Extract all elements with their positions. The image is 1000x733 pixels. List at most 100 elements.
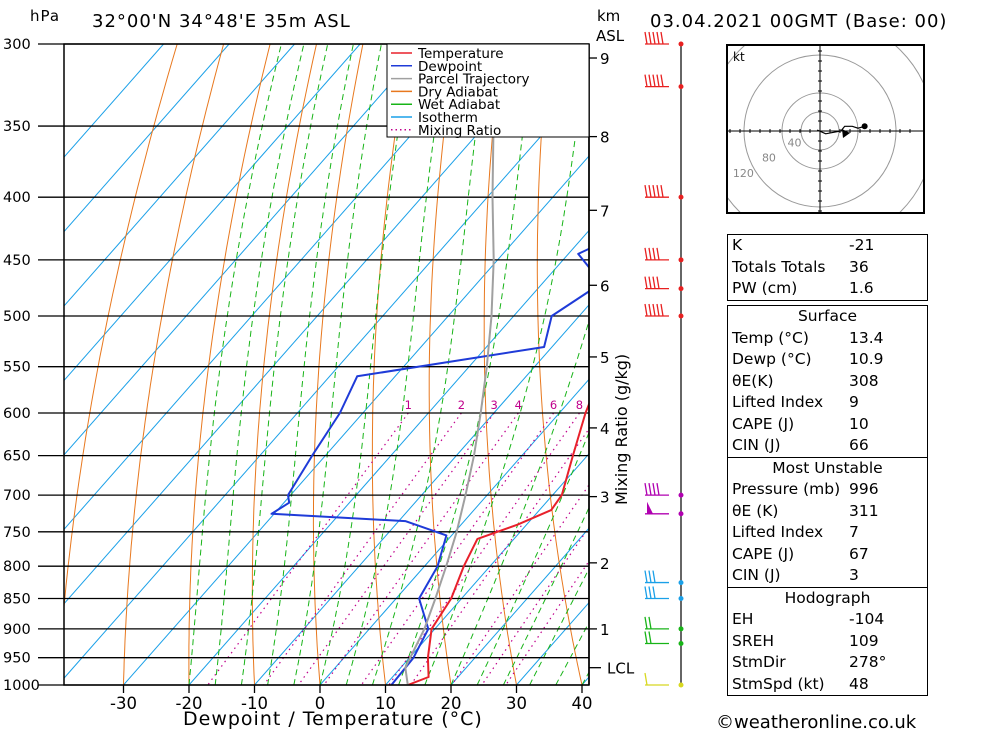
storm-motion-arrow [842,129,850,138]
x-tick-label: 20 [441,694,462,713]
wind-barb-feather [644,616,648,630]
hodograph-row: StmSpd (kt) 48 [732,674,869,693]
wind-level-dot [678,640,684,646]
wind-barb-feather [656,482,660,496]
wind-barb-feather [652,276,656,289]
km-tick-label: 3 [600,489,610,507]
index-row-totals: Totals Totals 36 [732,257,869,276]
mixing-ratio-label: 25 [682,398,697,412]
wind-barb-feather [656,31,660,45]
wind-level-dot [678,194,684,200]
legend-box [386,43,590,138]
mixing-ratio-label: 15 [631,398,646,412]
dry-adiabat-line [483,44,517,685]
temperature-line [407,401,589,685]
wind-barb-feather [648,74,652,87]
hodograph-unit: kt [733,50,745,64]
hodograph-row: EH -104 [732,610,885,628]
wind-barb-feather [644,185,648,198]
pressure-tick-label: 1000 [3,678,40,694]
hodograph-ring-label: 40 [787,136,801,149]
km-tick-label: 5 [600,349,610,367]
surface-row: CAPE (J) 10 [732,414,869,433]
isotherm-line [64,44,492,531]
parcel-trajectory-line [404,44,502,685]
surface-table: Surface Temp (°C) 13.4 Dewp (°C) 10.9 θE(K… [727,305,928,696]
wind-level-dot [678,313,684,319]
isotherm-line [123,155,589,685]
km-tick-label: 9 [600,50,610,68]
hodograph-row: SREH 109 [732,631,879,650]
mixing-ratio-label: 3 [491,398,498,412]
wet-adiabat-line [398,44,534,685]
wind-barb-feather [644,586,648,599]
hodograph-ring-label: 80 [762,152,776,165]
sounding-profiles [270,44,589,685]
surface-row: Dewp (°C) 10.9 [732,350,884,368]
wind-level-dot [678,595,684,601]
wet-adiabat-line [214,44,305,685]
hodograph-row: StmDir 278° [732,653,887,671]
wind-barb-feather [652,185,656,198]
wind-barb-feather [644,247,648,260]
isotherm-line [64,44,295,307]
datetime-title: 03.04.2021 00GMT (Base: 00) [650,11,948,32]
mixing-ratio-label: 1 [405,398,412,412]
wind-level-dot [678,286,684,292]
mixing-ratio-label: 8 [576,398,583,412]
wind-barb-feather [644,482,648,496]
wind-barb-feather [648,570,652,583]
legend-entry: Parcel Trajectory [418,72,530,88]
dry-adiabat-line [251,44,317,685]
isobar-lines: 300 350 400 450 500 550 600 650 700 750 800 850 900 9… [3,37,589,694]
mixing-ratio-line [451,483,589,685]
wind-barb-feather [644,276,648,289]
wind-level-dot [678,682,684,688]
hodograph-ring-label: 120 [733,167,754,180]
dry-adiabat-line [312,44,364,685]
pressure-tick-label: 350 [3,119,31,135]
km-tick-label: 1 [600,621,610,639]
isotherm-line [64,44,557,605]
wind-barb-feather [660,185,664,198]
wind-barb-feather [652,247,656,260]
wet-adiabat-line [319,44,413,685]
wind-barb-feather [644,570,648,583]
axes: -30 -20 -10 0 10 20 30 40 9 8 7 6 5 4 3 2 1 LCL [63,43,635,713]
hodograph-table-title: Hodograph [728,586,927,610]
legend-entry: Mixing Ratio [418,123,501,139]
wet-adiabat-line [529,567,589,685]
hodograph-plot: 40 80 120 [728,46,923,212]
wind-level-dot [678,41,684,47]
mixing-ratio-label: 2 [458,398,465,412]
km-tick-label: 6 [600,277,610,295]
wind-barb-feather [648,616,652,630]
mixing-ratio-line [207,412,409,685]
pressure-tick-label: 750 [3,525,31,541]
asl-unit-label: ASL [596,27,625,45]
credit-text[interactable]: ©weatheronline.co.uk [716,712,917,733]
pressure-unit-label: hPa [30,7,61,25]
wind-barb-feather [652,74,656,87]
mixing-ratio-line [505,560,589,685]
isotherm-line [64,44,426,456]
wind-level-dot [678,84,684,90]
x-tick-label: -20 [176,694,203,713]
pressure-tick-label: 500 [3,309,31,325]
mixing-ratio-line [263,412,462,685]
wind-barb-feather [652,31,656,45]
wind-barb-feather [648,247,652,260]
x-tick-label: -30 [110,694,137,713]
mixing-ratio-axis-label: Mixing Ratio (g/kg) [612,353,631,505]
pressure-tick-label: 550 [3,360,31,376]
lcl-label: LCL [607,660,635,678]
isotherm-line [64,44,361,382]
isotherm-line [254,304,589,685]
surface-row: CIN (J) 66 [732,436,869,454]
pressure-tick-label: 850 [3,591,31,607]
most-unstable-row: CIN (J) 3 [732,566,859,584]
wind-barb-feather [652,303,656,317]
wind-barb-feather [648,303,652,317]
km-tick-label: 4 [600,420,610,438]
